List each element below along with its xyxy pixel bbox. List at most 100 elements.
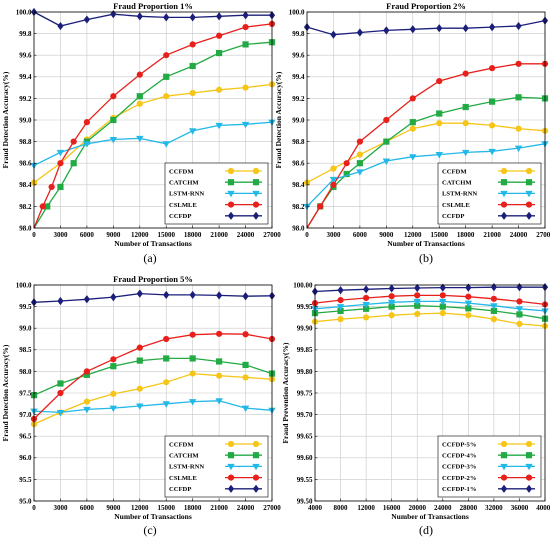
data-point	[242, 84, 249, 91]
y-tick-label: 99.50	[297, 497, 313, 505]
legend-label: CCFDP-5%	[442, 441, 476, 448]
y-tick-label: 100.0	[16, 281, 32, 289]
y-tick-label: 95.5	[19, 476, 32, 484]
y-tick-label: 98.2	[19, 203, 32, 211]
data-point	[83, 368, 90, 375]
data-point	[337, 307, 344, 315]
data-point	[188, 128, 197, 135]
y-tick-label: 99.4	[292, 73, 305, 81]
data-point	[163, 290, 170, 300]
x-tick-label: 0	[305, 231, 309, 239]
x-tick-label: 3000	[326, 231, 341, 239]
legend: CCFDP-5% CCFDP-4% CCFDP-3% CCFDP-2% CCFDP-1%	[437, 435, 542, 498]
data-point	[83, 295, 90, 304]
series-CSLMLE	[306, 60, 549, 229]
legend-marker	[227, 201, 235, 208]
chart-title: Fraud Proportion 2%	[386, 1, 466, 11]
legend-marker	[525, 211, 533, 220]
y-tick-label: 100.0	[289, 8, 305, 16]
data-point	[109, 405, 118, 413]
legend-marker	[500, 463, 508, 471]
data-point	[242, 331, 249, 338]
y-tick-label: 99.70	[297, 411, 313, 419]
data-point	[136, 357, 143, 364]
data-point	[515, 306, 524, 313]
x-tick-label: 6000	[80, 231, 95, 239]
series-line	[33, 121, 273, 166]
data-point	[216, 49, 223, 57]
data-point	[337, 286, 344, 295]
data-point	[514, 145, 523, 152]
data-point	[436, 120, 443, 127]
data-point	[163, 52, 170, 59]
data-point	[136, 93, 143, 100]
data-point	[363, 294, 370, 302]
data-point	[110, 356, 117, 363]
y-axis-label: Fraud Prevention Accuracy(%)	[281, 342, 290, 444]
data-point	[439, 292, 446, 299]
series-line	[314, 286, 545, 293]
data-point	[242, 11, 249, 20]
data-point	[136, 71, 143, 78]
data-point	[409, 125, 416, 132]
y-tick-label: 98.8	[19, 138, 32, 146]
y-tick-label: 99.80	[297, 368, 313, 376]
data-point	[216, 372, 223, 379]
x-tick-label: 8000	[334, 504, 349, 512]
y-tick-label: 99.2	[19, 95, 32, 103]
data-point	[409, 154, 417, 161]
y-tick-label: 98.0	[19, 224, 32, 232]
data-point	[56, 409, 65, 417]
data-point	[216, 32, 223, 39]
data-point	[337, 297, 344, 304]
y-tick-label: 99.8	[292, 30, 305, 38]
data-point	[489, 65, 496, 72]
data-point	[409, 119, 416, 126]
y-tick-label: 98.8	[292, 138, 305, 146]
y-tick-label: 98.6	[292, 160, 305, 168]
chart-panel-c: 0 3000 6000 9000 12000 15000 18000 21000 24000 27…	[1, 274, 281, 537]
data-point	[163, 73, 170, 80]
data-point	[216, 330, 223, 337]
data-point	[414, 310, 421, 318]
x-tick-label: 18000	[457, 231, 475, 239]
data-point	[409, 95, 416, 102]
y-tick-label: 98.0	[292, 224, 305, 232]
data-point	[242, 24, 249, 31]
data-point	[414, 302, 421, 309]
legend: CCFDM CATCHM LSTM-RNN CSLMLE CCFDP	[164, 435, 269, 498]
legend-marker	[500, 167, 508, 175]
data-point	[516, 311, 523, 318]
series-CCFDP	[303, 16, 549, 39]
panel-caption: (b)	[419, 251, 433, 265]
chart-panel-d: 4000 8000 12000 16000 20000 24000 28000 32000 36…	[281, 281, 550, 537]
data-point	[242, 374, 249, 381]
legend-marker	[500, 452, 508, 459]
y-axis-label: Fraud Detection Accuracy(%)	[274, 71, 283, 168]
legend-marker	[252, 440, 260, 448]
legend-marker	[525, 167, 533, 175]
data-point	[83, 406, 91, 414]
legend-label: CCFDP-2%	[442, 475, 476, 482]
y-tick-label: 98.4	[292, 181, 305, 189]
legend-marker	[227, 463, 235, 471]
y-tick-label: 99.4	[19, 73, 32, 81]
data-point	[356, 160, 363, 167]
data-point	[387, 299, 396, 307]
x-tick-label: 24000	[510, 231, 528, 239]
series-line	[306, 143, 546, 207]
x-tick-label: 12000	[404, 231, 422, 239]
x-tick-label: 12000	[357, 504, 375, 512]
legend-marker	[525, 440, 533, 448]
data-point	[189, 355, 196, 362]
legend-marker	[227, 167, 235, 175]
y-tick-label: 95.0	[19, 497, 32, 505]
chart-title: Fraud Proportion 1%	[113, 1, 193, 11]
y-tick-label: 100.00	[293, 281, 313, 289]
y-tick-label: 99.75	[297, 389, 313, 397]
data-point	[489, 122, 496, 129]
data-point	[215, 398, 223, 405]
x-axis-label: Number of Transactions	[387, 239, 465, 248]
data-point	[490, 295, 497, 302]
data-point	[436, 24, 443, 33]
